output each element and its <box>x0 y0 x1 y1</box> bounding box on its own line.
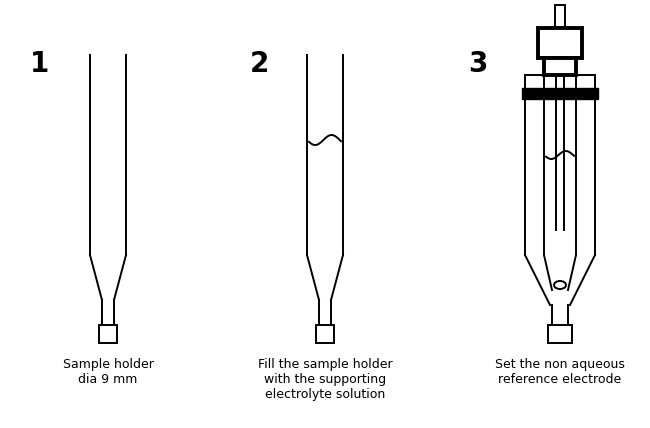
Bar <box>522 88 598 99</box>
Bar <box>548 325 572 343</box>
Text: Sample holder
dia 9 mm: Sample holder dia 9 mm <box>62 358 153 386</box>
Bar <box>99 325 117 343</box>
Text: 1: 1 <box>30 50 49 78</box>
Text: Set the non aqueous
reference electrode: Set the non aqueous reference electrode <box>495 358 625 386</box>
Text: 3: 3 <box>468 50 488 78</box>
Ellipse shape <box>554 281 566 289</box>
Bar <box>544 58 576 75</box>
Text: Fill the sample holder
with the supporting
electrolyte solution: Fill the sample holder with the supporti… <box>257 358 393 401</box>
Text: 2: 2 <box>250 50 269 78</box>
Bar <box>316 325 334 343</box>
Bar <box>538 28 582 58</box>
